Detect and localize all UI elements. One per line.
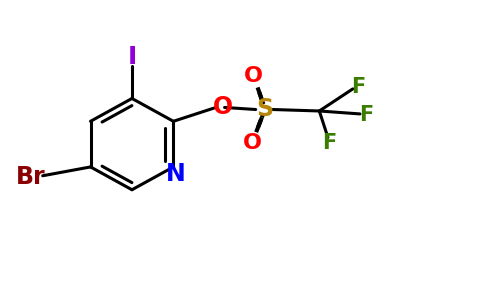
Text: O: O <box>212 94 233 118</box>
Text: F: F <box>360 104 374 124</box>
Text: S: S <box>257 97 274 121</box>
Text: O: O <box>244 66 263 86</box>
Text: O: O <box>243 133 262 153</box>
Text: N: N <box>166 162 186 186</box>
Text: F: F <box>351 76 366 97</box>
Text: F: F <box>322 133 336 153</box>
Text: Br: Br <box>16 165 45 189</box>
Text: I: I <box>127 45 136 69</box>
